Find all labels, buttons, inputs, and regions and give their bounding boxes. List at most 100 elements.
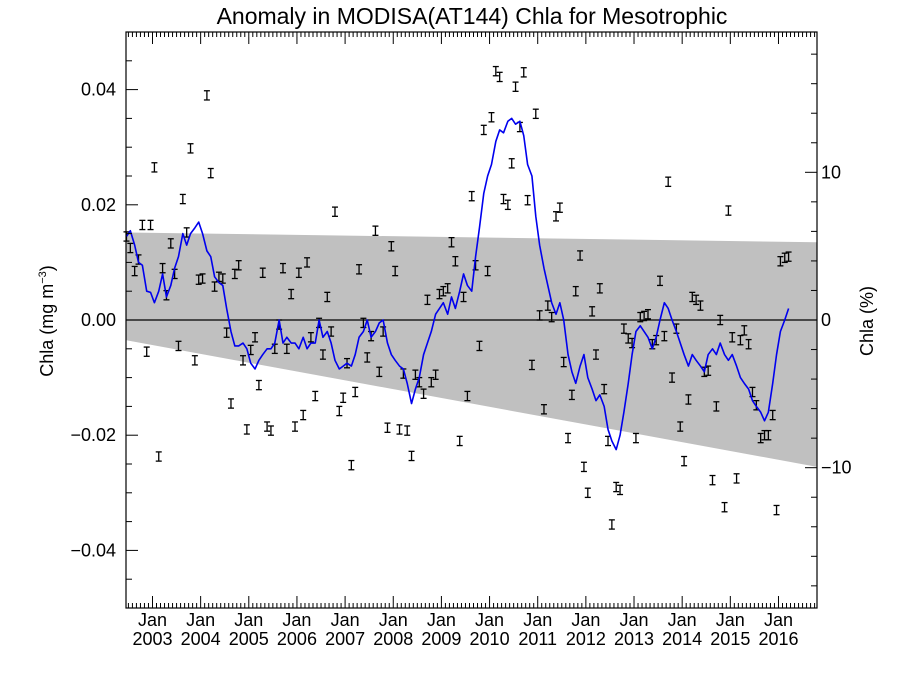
y-axis-right: 10 0 −10 (805, 53, 852, 587)
x-tick-label-month: Jan (331, 610, 360, 630)
data-point (460, 291, 467, 303)
data-point (781, 252, 788, 264)
data-point (568, 389, 575, 401)
data-point (300, 409, 307, 421)
x-tick-label-month: Jan (186, 610, 215, 630)
y-right-tick-label: 10 (821, 162, 841, 182)
data-point (279, 262, 286, 274)
data-points (123, 65, 792, 530)
data-point (689, 291, 696, 303)
data-point (131, 265, 138, 277)
data-point (227, 398, 234, 409)
data-point (468, 190, 475, 202)
data-point (733, 473, 740, 484)
data-point (721, 501, 728, 513)
data-point (392, 265, 399, 277)
data-point (757, 432, 764, 444)
data-point (127, 242, 134, 254)
x-tick-label-month: Jan (234, 610, 263, 630)
data-point (159, 262, 166, 274)
data-point (577, 250, 584, 261)
data-point (143, 346, 150, 357)
data-point (508, 158, 515, 169)
data-point (307, 332, 314, 343)
data-point (255, 379, 262, 391)
data-point (641, 310, 648, 322)
data-point (560, 356, 567, 368)
x-tick-label-year: 2004 (181, 629, 221, 649)
x-tick-label-year: 2010 (470, 629, 510, 649)
data-point (436, 288, 443, 300)
data-point (717, 314, 724, 326)
data-point (352, 386, 359, 398)
x-tick-label-year: 2014 (662, 629, 702, 649)
data-point (412, 369, 419, 380)
data-point (304, 257, 311, 268)
data-point (685, 394, 692, 405)
x-tick-label-month: Jan (427, 610, 456, 630)
x-tick-label-month: Jan (716, 610, 745, 630)
x-tick-label-month: Jan (523, 610, 552, 630)
y-right-tick-label: −10 (821, 458, 852, 478)
y-left-tick-label: 0.00 (81, 310, 116, 330)
x-tick-label-year: 2003 (132, 629, 172, 649)
data-point (785, 251, 792, 262)
data-point (336, 405, 343, 417)
data-point (769, 409, 776, 421)
data-point (693, 294, 700, 306)
data-point (424, 294, 431, 306)
data-point (167, 238, 174, 249)
x-tick-label-month: Jan (764, 610, 793, 630)
data-point (364, 352, 371, 363)
data-point (199, 273, 206, 284)
data-point (440, 285, 447, 297)
x-tick-label-year: 2007 (325, 629, 365, 649)
confidence-envelope (126, 232, 817, 467)
data-point (625, 333, 632, 344)
y-left-tick-label: −0.04 (70, 540, 116, 560)
y-left-tick-label: 0.04 (81, 80, 116, 100)
data-point (139, 219, 146, 231)
data-point (536, 310, 543, 321)
data-point (697, 300, 704, 311)
data-point (681, 455, 688, 467)
x-tick-label-month: Jan (571, 610, 600, 630)
y-left-tick-label: −0.02 (70, 425, 116, 445)
data-point (677, 421, 684, 432)
x-tick-label-year: 2006 (277, 629, 317, 649)
x-tick-label-year: 2012 (566, 629, 606, 649)
data-point (520, 67, 527, 78)
data-point (420, 388, 427, 399)
data-point (709, 474, 716, 486)
data-point (175, 340, 182, 352)
data-point (592, 349, 599, 360)
data-point (292, 421, 299, 432)
data-point (252, 332, 259, 343)
data-point (396, 424, 403, 435)
data-point (243, 424, 250, 435)
data-point (632, 432, 639, 444)
data-point (669, 372, 676, 383)
data-point (773, 504, 780, 516)
data-point (608, 519, 615, 530)
data-point (741, 325, 748, 336)
data-point (147, 219, 154, 231)
chart-title: Anomaly in MODISA(AT144) Chla for Mesotr… (217, 3, 728, 29)
data-point (235, 260, 242, 271)
data-point (408, 450, 415, 462)
x-tick-label-year: 2009 (421, 629, 461, 649)
x-tick-label-year: 2015 (710, 629, 750, 649)
data-point (596, 283, 603, 294)
data-point (203, 90, 210, 101)
data-point (492, 65, 499, 77)
x-tick-label-month: Jan (379, 610, 408, 630)
data-point (524, 194, 531, 206)
data-point (613, 481, 620, 493)
data-point (324, 291, 331, 303)
data-point (601, 383, 608, 395)
data-point (207, 167, 214, 179)
data-point (340, 392, 347, 404)
data-point (283, 343, 290, 355)
data-point (464, 390, 471, 402)
